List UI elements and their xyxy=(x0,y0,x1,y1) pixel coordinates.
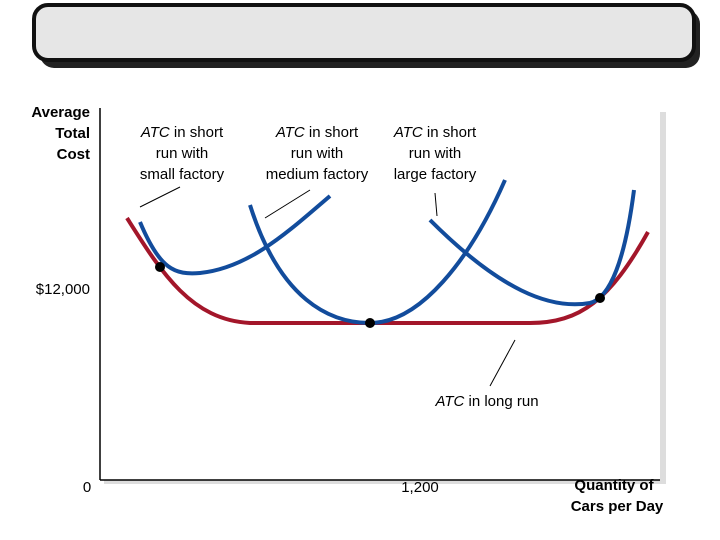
annotation-line: run with xyxy=(409,145,462,162)
annotation-line: ATC in short xyxy=(393,124,477,141)
label: large factory xyxy=(394,166,477,183)
x-axis-label: Quantity of xyxy=(574,477,654,494)
annotation-line: medium factory xyxy=(266,166,369,183)
x-origin-label: 0 xyxy=(83,479,91,496)
y-tick-label: $12,000 xyxy=(36,281,90,298)
tangent-point xyxy=(365,318,375,328)
term: ATC xyxy=(275,124,305,141)
long-run-label: ATC in long run xyxy=(434,393,538,410)
y-axis-label: Average xyxy=(31,104,90,121)
pointer xyxy=(264,189,311,219)
x-tick-label: 1,200 xyxy=(401,479,439,496)
large-factory-curve xyxy=(428,189,636,307)
tangent-point xyxy=(155,262,165,272)
banner xyxy=(32,3,696,62)
pointer xyxy=(139,186,181,208)
annotation-line: ATC in short xyxy=(275,124,359,141)
term: ATC xyxy=(140,124,170,141)
small-factory-curve xyxy=(138,194,332,276)
annotation-line: ATC in short xyxy=(140,124,224,141)
label: run with xyxy=(291,145,344,162)
term: ATC xyxy=(393,124,423,141)
label: in short xyxy=(427,124,477,141)
y-axis-label: Cost xyxy=(57,146,90,163)
annotation-line: run with xyxy=(156,145,209,162)
label: in long run xyxy=(469,393,539,410)
label: run with xyxy=(156,145,209,162)
label: medium factory xyxy=(266,166,369,183)
plot-area xyxy=(100,108,660,480)
pointer xyxy=(434,192,438,217)
y-axis-label: Total xyxy=(55,125,90,142)
annotations: ATC in short run with small factory ATC in … xyxy=(140,124,477,183)
label: in short xyxy=(309,124,359,141)
label: run with xyxy=(409,145,462,162)
annotation-line: small factory xyxy=(140,166,225,183)
annotation-line: large factory xyxy=(394,166,477,183)
tangent-point xyxy=(595,293,605,303)
annotation-line: run with xyxy=(291,145,344,162)
term: ATC xyxy=(434,393,464,410)
pointer xyxy=(489,339,516,387)
label: small factory xyxy=(140,166,225,183)
x-axis-label: Cars per Day xyxy=(571,498,664,515)
label: in short xyxy=(174,124,224,141)
